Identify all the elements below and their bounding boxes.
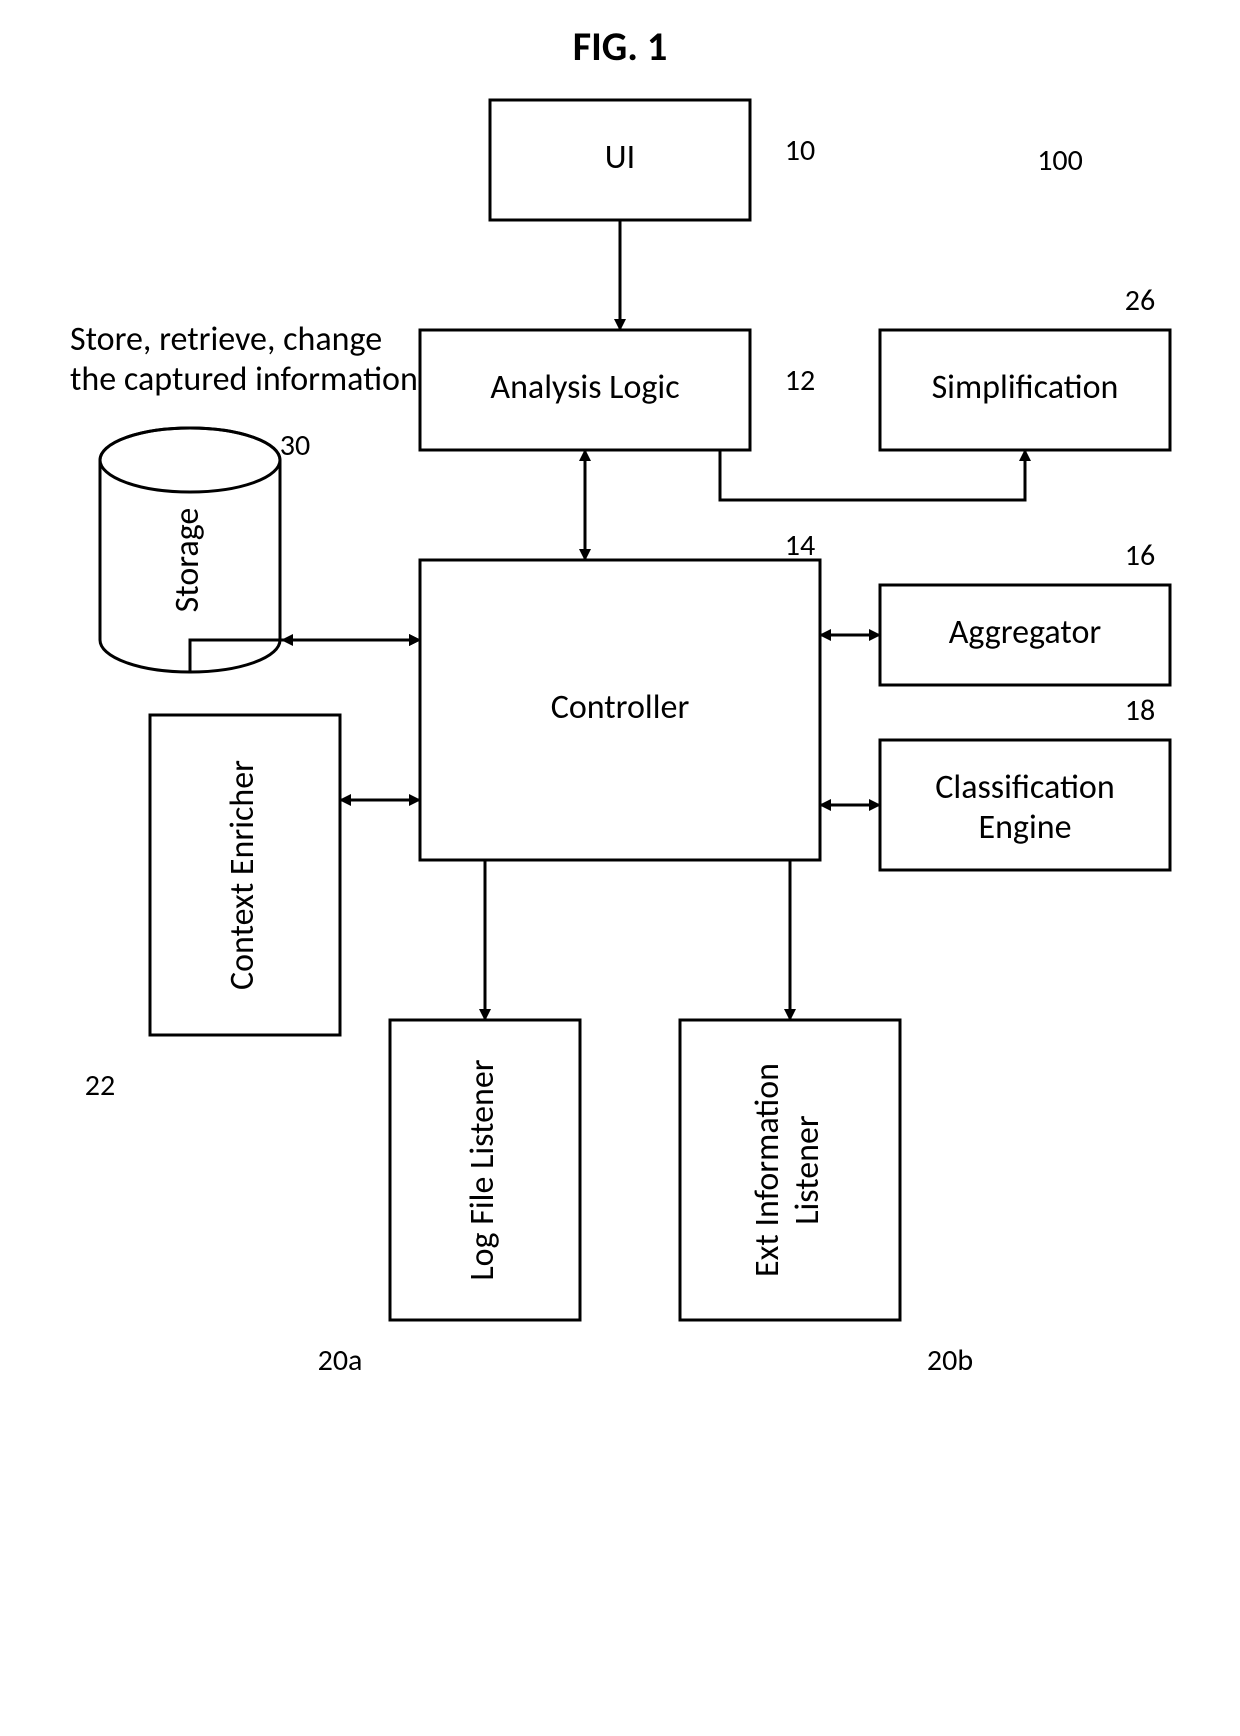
classification-engine-node: Classification Engine xyxy=(880,740,1170,870)
controller-number: 14 xyxy=(785,527,815,564)
note-line-2: the captured information xyxy=(70,359,418,400)
aggregator-label: Aggregator xyxy=(949,612,1102,653)
aggregator-node: Aggregator xyxy=(880,585,1170,685)
system-number: 100 xyxy=(1037,142,1083,179)
ext-info-listener-number: 20b xyxy=(927,1342,973,1379)
classification-label-2: Engine xyxy=(978,807,1071,848)
log-file-listener-node: Log File Listener xyxy=(390,1020,580,1320)
storage-number: 30 xyxy=(280,427,310,464)
simplification-node: Simplification xyxy=(880,330,1170,450)
log-file-listener-label: Log File Listener xyxy=(462,1059,503,1280)
aggregator-number: 16 xyxy=(1125,537,1155,574)
ui-label: UI xyxy=(605,137,635,178)
ext-info-listener-node: Ext Information Listener xyxy=(680,1020,900,1320)
storage-label: Storage xyxy=(167,508,208,613)
controller-label: Controller xyxy=(551,687,690,728)
simplification-label: Simplification xyxy=(932,367,1119,408)
figure-title: FIG. 1 xyxy=(573,22,668,71)
analysis-logic-number: 12 xyxy=(785,362,815,399)
ext-info-label-1: Ext Information xyxy=(747,1063,788,1277)
analysis-logic-node: Analysis Logic xyxy=(420,330,750,450)
ui-node: UI xyxy=(490,100,750,220)
classification-label-1: Classification xyxy=(935,767,1114,808)
ext-info-label-2: Listener xyxy=(787,1115,828,1225)
storage-node: Storage xyxy=(100,428,280,672)
context-enricher-node: Context Enricher xyxy=(150,715,340,1035)
edge-logic-simp xyxy=(720,450,1025,500)
context-enricher-label: Context Enricher xyxy=(222,760,263,990)
analysis-logic-label: Analysis Logic xyxy=(490,367,679,408)
diagram-canvas: FIG. 1 100 Store, retrieve, change the c… xyxy=(0,0,1240,1736)
note-line-1: Store, retrieve, change xyxy=(70,319,382,360)
controller-node: Controller xyxy=(420,560,820,860)
simplification-number: 26 xyxy=(1125,282,1155,319)
context-enricher-number: 22 xyxy=(85,1067,115,1104)
log-file-listener-number: 20a xyxy=(318,1342,363,1379)
ui-number: 10 xyxy=(785,132,815,169)
classification-number: 18 xyxy=(1125,692,1155,729)
